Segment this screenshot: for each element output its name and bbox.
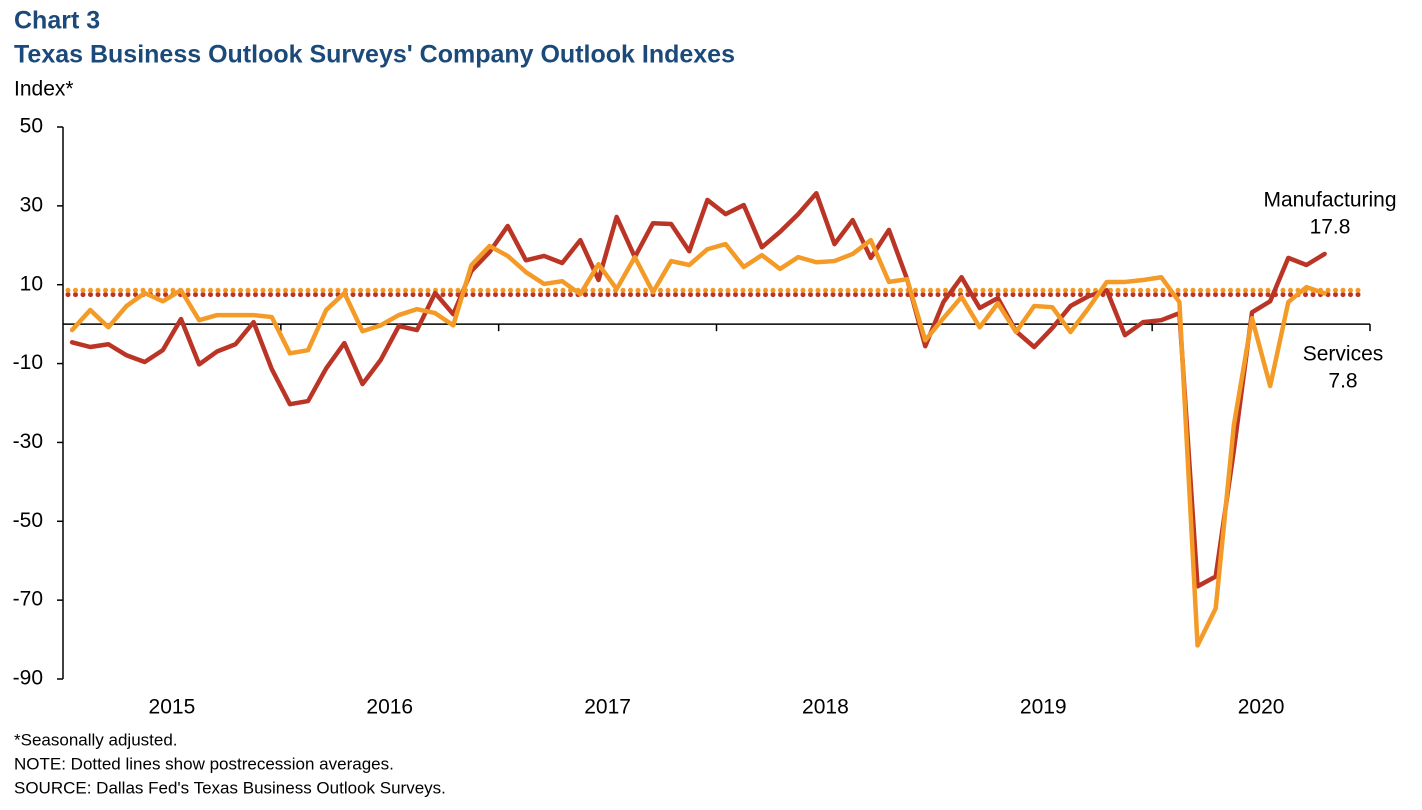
y-tick-label: 10 <box>20 272 43 295</box>
y-tick-label: -50 <box>13 509 43 532</box>
y-tick-label: -30 <box>13 430 43 453</box>
y-axis-label: Index* <box>14 78 74 101</box>
chart-title: Texas Business Outlook Surveys' Company … <box>14 41 735 69</box>
x-tick-label: 2016 <box>366 696 413 719</box>
y-tick-label: -90 <box>13 667 43 690</box>
series-label: Services <box>1303 343 1384 366</box>
x-tick-label: 2017 <box>584 696 631 719</box>
y-tick-label: -10 <box>13 351 43 374</box>
y-tick-label: -70 <box>13 588 43 611</box>
x-tick-label: 2015 <box>149 696 196 719</box>
footnote: *Seasonally adjusted. <box>14 730 178 749</box>
x-tick-label: 2018 <box>802 696 849 719</box>
x-tick-label: 2020 <box>1238 696 1285 719</box>
y-tick-label: 30 <box>20 193 43 216</box>
footnote: NOTE: Dotted lines show postrecession av… <box>14 754 394 773</box>
series-line <box>69 190 1327 589</box>
x-tick-label: 2019 <box>1020 696 1067 719</box>
series-end-value: 7.8 <box>1328 370 1357 393</box>
series-line <box>69 237 1327 648</box>
y-tick-label: 50 <box>20 115 43 138</box>
footnote: SOURCE: Dallas Fed's Texas Business Outl… <box>14 778 446 797</box>
series-end-value: 17.8 <box>1310 216 1351 239</box>
chart-label: Chart 3 <box>14 7 100 35</box>
series-label: Manufacturing <box>1263 189 1396 212</box>
